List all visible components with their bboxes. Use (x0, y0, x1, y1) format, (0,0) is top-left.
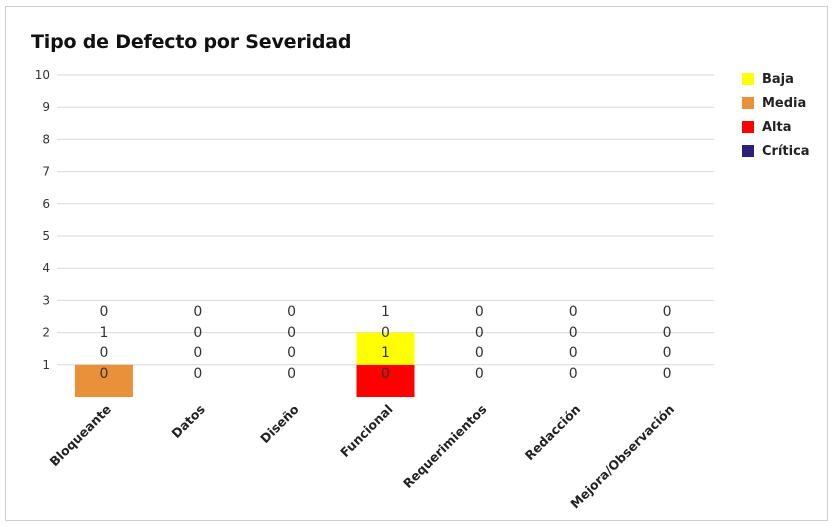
data-label-media: 0 (475, 325, 484, 341)
y-tick-label: 10 (35, 68, 50, 82)
x-category-label: Funcional (337, 402, 395, 460)
y-tick-label: 9 (42, 100, 50, 114)
data-label-baja: 0 (569, 304, 578, 320)
legend-swatch (742, 73, 754, 85)
x-category-label: Bloqueante (47, 402, 115, 470)
legend-item: Media (742, 91, 810, 115)
x-category-label: Requerimientos (400, 402, 490, 492)
data-label-media: 0 (381, 325, 390, 341)
data-label-baja: 0 (99, 304, 108, 320)
data-label-baja: 1 (381, 304, 390, 320)
data-label-media: 0 (193, 325, 202, 341)
data-label-crítica: 0 (193, 366, 202, 382)
bar-alta (356, 364, 415, 397)
data-label-media: 1 (99, 325, 108, 341)
legend-item: Crítica (742, 139, 810, 163)
data-label-media: 0 (287, 325, 296, 341)
data-label-crítica: 0 (569, 366, 578, 382)
chart-legend: Baja Media Alta Crítica (742, 67, 810, 163)
data-label-alta: 0 (663, 345, 672, 361)
data-label-baja: 0 (663, 304, 672, 320)
y-tick-label: 7 (42, 165, 50, 179)
legend-label: Crítica (762, 143, 810, 159)
legend-swatch (742, 121, 754, 133)
data-label-alta: 0 (193, 345, 202, 361)
legend-item: Alta (742, 115, 810, 139)
y-tick-label: 8 (42, 132, 50, 146)
y-tick-label: 5 (42, 229, 50, 243)
legend-label: Alta (762, 119, 792, 135)
data-label-media: 0 (663, 325, 672, 341)
y-tick-label: 3 (42, 293, 50, 307)
x-category-label: Redacción (522, 402, 584, 464)
y-tick-label: 1 (42, 358, 50, 372)
data-label-alta: 0 (569, 345, 578, 361)
data-label-alta: 0 (475, 345, 484, 361)
legend-swatch (742, 97, 754, 109)
bar-media (74, 364, 133, 397)
x-category-label: Datos (168, 402, 207, 441)
legend-label: Baja (762, 71, 794, 87)
data-label-crítica: 0 (381, 366, 390, 382)
x-category-label: Mejora/Observación (567, 402, 677, 512)
data-label-baja: 0 (193, 304, 202, 320)
data-label-alta: 1 (381, 345, 390, 361)
y-tick-label: 2 (42, 326, 50, 340)
y-tick-label: 4 (42, 261, 50, 275)
x-category-label: Diseño (257, 401, 302, 446)
bar-baja (356, 332, 415, 365)
data-label-media: 0 (569, 325, 578, 341)
data-label-baja: 0 (287, 304, 296, 320)
data-label-alta: 0 (287, 345, 296, 361)
data-label-alta: 0 (99, 345, 108, 361)
legend-label: Media (762, 95, 807, 111)
chart-card (5, 6, 828, 521)
y-tick-label: 6 (42, 197, 50, 211)
chart-title: Tipo de Defecto por Severidad (31, 31, 352, 53)
legend-swatch (742, 145, 754, 157)
data-label-crítica: 0 (99, 366, 108, 382)
data-label-crítica: 0 (475, 366, 484, 382)
data-label-crítica: 0 (663, 366, 672, 382)
data-label-baja: 0 (475, 304, 484, 320)
legend-item: Baja (742, 67, 810, 91)
data-label-crítica: 0 (287, 366, 296, 382)
